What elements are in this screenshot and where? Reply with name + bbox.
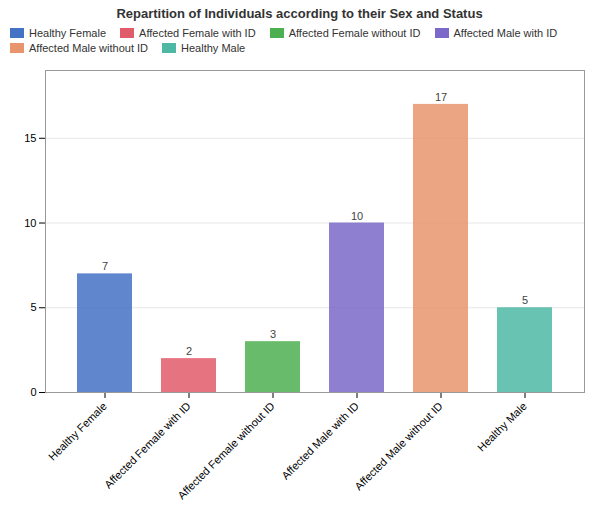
svg-text:15: 15	[24, 132, 36, 144]
svg-text:Affected Male with ID: Affected Male with ID	[279, 400, 361, 482]
svg-text:7: 7	[102, 260, 108, 272]
svg-text:5: 5	[522, 294, 528, 306]
svg-text:0: 0	[30, 386, 36, 398]
svg-text:Healthy Male: Healthy Male	[475, 400, 529, 454]
svg-text:10: 10	[24, 217, 36, 229]
html-text:Affected Male without ID: Affected Male without ID	[29, 42, 148, 54]
svg-text:Affected Male without ID: Affected Male without ID	[352, 400, 445, 493]
svg-text:5: 5	[30, 301, 36, 313]
html-text:Healthy Male: Healthy Male	[181, 42, 246, 54]
html-text:Repartition of Individuals acc: Repartition of Individuals according to …	[116, 6, 483, 21]
html-text:Affected Female without ID: Affected Female without ID	[288, 27, 421, 39]
svg-text:Affected Female without ID: Affected Female without ID	[175, 400, 277, 502]
html-text:Affected Female with ID: Affected Female with ID	[139, 27, 256, 39]
svg-text:17: 17	[435, 91, 447, 103]
svg-text:10: 10	[351, 210, 363, 222]
html-text:Affected Male with ID: Affected Male with ID	[453, 27, 558, 39]
svg-text:3: 3	[270, 328, 276, 340]
html-text:Healthy Female: Healthy Female	[29, 27, 106, 39]
svg-text:Affected Female with ID: Affected Female with ID	[102, 400, 193, 491]
svg-text:2: 2	[186, 345, 192, 357]
svg-text:Healthy Female: Healthy Female	[46, 400, 109, 463]
